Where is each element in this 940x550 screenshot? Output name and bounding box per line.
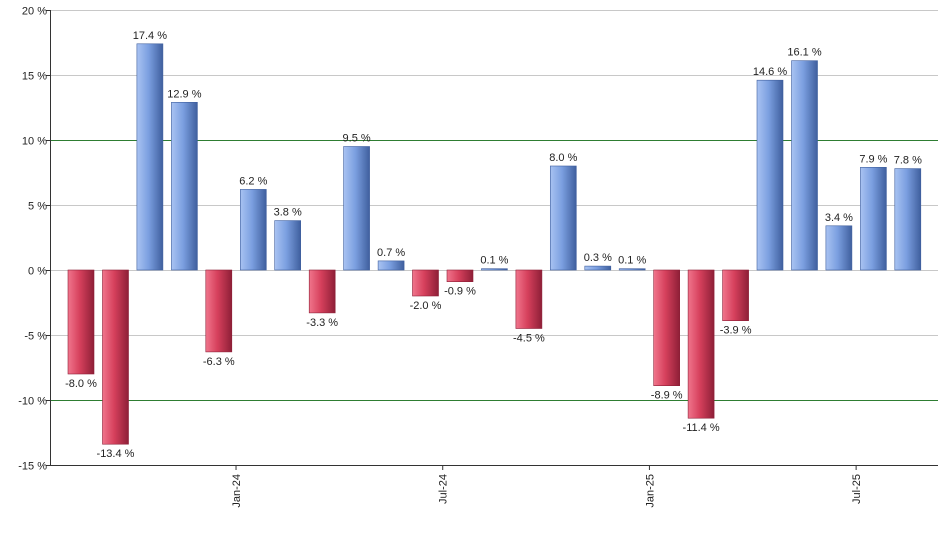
bar <box>171 102 198 271</box>
bar-value-label: 7.8 % <box>894 155 922 167</box>
y-tick-label: 15 % <box>22 71 47 83</box>
bar-value-label: -11.4 % <box>683 422 720 434</box>
bar <box>687 269 715 419</box>
bar-value-label: -0.9 % <box>444 286 476 298</box>
bar <box>549 165 577 271</box>
bar-value-label: 17.4 % <box>133 30 167 42</box>
bar-value-label: -3.9 % <box>720 325 752 337</box>
grid-lines <box>50 10 938 466</box>
bar-value-label: 6.2 % <box>239 175 267 187</box>
bar-value-label: 0.1 % <box>618 255 646 267</box>
bar <box>756 79 784 271</box>
y-tick-label: -15 % <box>18 461 47 473</box>
bar-value-label: 0.3 % <box>584 252 612 264</box>
bar-value-label: -3.3 % <box>306 317 338 329</box>
value-labels: -8.0 % -13.4 % 17.4 % 12.9 % -6.3 % 6.2 % 3.8 … <box>65 30 922 460</box>
bar <box>67 269 95 375</box>
bar-value-label: 3.4 % <box>825 212 853 224</box>
bar-value-label: -8.9 % <box>651 390 683 402</box>
bar <box>894 168 922 271</box>
y-tick-label: 5 % <box>28 201 47 213</box>
bar <box>308 269 336 314</box>
bar-value-label: 7.9 % <box>859 153 887 165</box>
bar-value-label: -13.4 % <box>97 448 135 460</box>
x-tick-label: Jul-24 <box>438 474 450 504</box>
bars <box>67 43 922 445</box>
y-tick-label: -5 % <box>24 331 47 343</box>
bar <box>584 265 612 271</box>
bar-value-label: -2.0 % <box>410 300 442 312</box>
bar-value-label: -6.3 % <box>203 356 235 368</box>
bar <box>791 60 818 271</box>
bar-value-label: 3.8 % <box>274 207 302 219</box>
x-tick-label: Jan-24 <box>231 474 243 508</box>
bar-value-label: 9.5 % <box>343 133 371 145</box>
bar-value-label: 16.1 % <box>787 47 821 59</box>
bar-value-label: -4.5 % <box>513 333 545 345</box>
bar <box>240 189 267 271</box>
x-tick-label: Jan-25 <box>644 474 656 508</box>
bar-value-label: 0.7 % <box>377 247 405 259</box>
bar <box>412 269 439 297</box>
bar-value-label: 14.6 % <box>753 66 787 78</box>
bar <box>446 269 474 282</box>
y-tick-label: 20 % <box>22 6 47 18</box>
bar <box>136 43 164 271</box>
bar <box>722 269 749 322</box>
bar-value-label: 8.0 % <box>549 152 577 164</box>
y-tick-label: 10 % <box>22 136 47 148</box>
bar <box>515 269 543 329</box>
bar <box>825 225 853 271</box>
bar-value-label: 12.9 % <box>167 88 201 100</box>
bar <box>618 268 646 271</box>
x-tick-label: Jul-25 <box>851 474 863 504</box>
bar <box>377 260 405 271</box>
bar <box>343 146 370 271</box>
bar <box>102 269 129 445</box>
bar <box>205 269 233 353</box>
bar-value-label: 0.1 % <box>480 255 508 267</box>
y-tick-label: -10 % <box>18 396 47 408</box>
bar-value-label: -8.0 % <box>65 378 97 390</box>
bar <box>481 268 508 271</box>
y-tick-label: 0 % <box>28 266 47 278</box>
bar <box>274 220 302 271</box>
bar <box>860 167 887 271</box>
axes: 20 % 15 % 10 % 5 % 0 % -5 % -10 % -15 % Jan-24 Ju… <box>18 6 938 508</box>
bar <box>653 269 681 386</box>
